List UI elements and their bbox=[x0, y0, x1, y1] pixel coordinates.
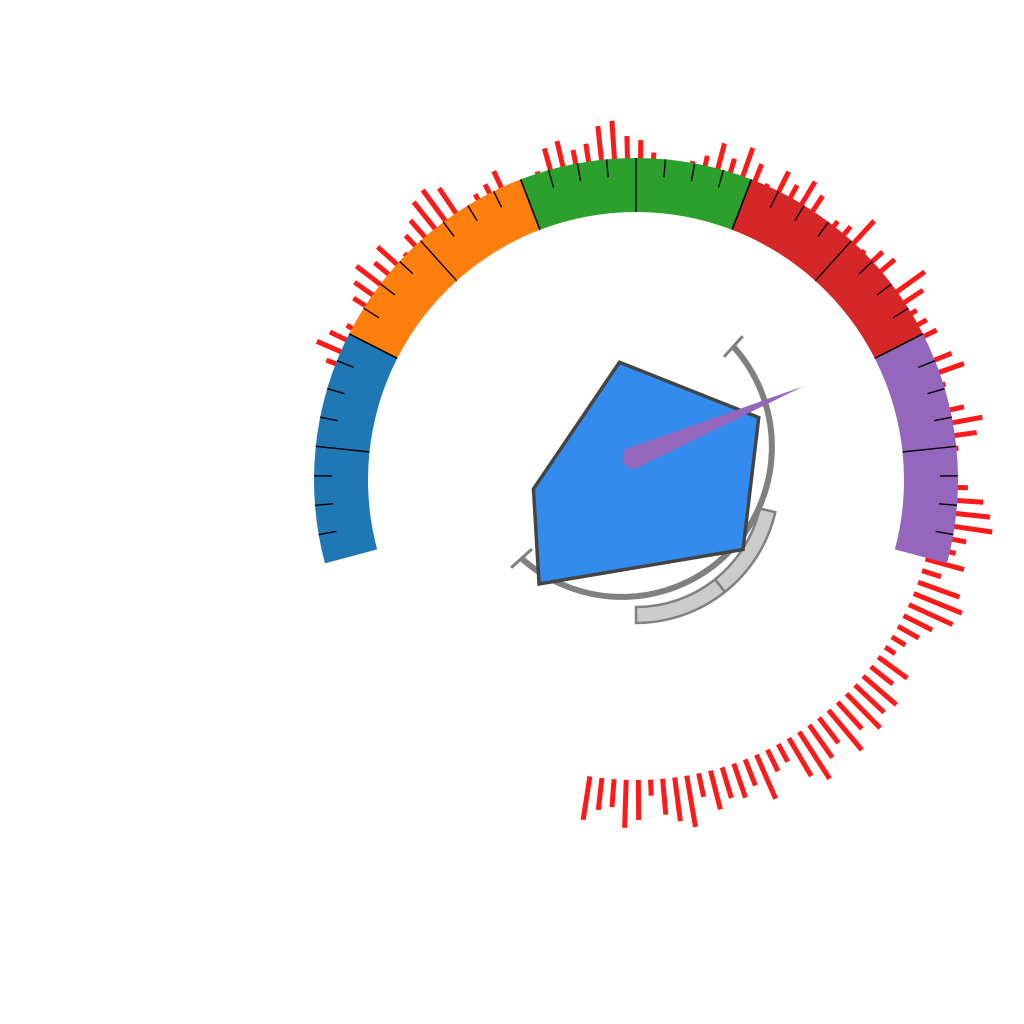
radial-bar bbox=[797, 730, 832, 781]
radial-bar bbox=[776, 742, 790, 763]
minor-tick bbox=[934, 416, 952, 422]
radial-bar bbox=[660, 778, 669, 815]
minor-tick bbox=[892, 307, 909, 319]
gauge-band bbox=[732, 179, 923, 359]
minor-tick bbox=[876, 283, 892, 296]
radial-bar bbox=[765, 748, 781, 773]
minor-tick bbox=[363, 307, 380, 319]
radial-bar bbox=[844, 692, 882, 730]
minor-tick bbox=[318, 530, 337, 536]
radial-bar bbox=[869, 664, 895, 687]
radial-bar bbox=[853, 683, 886, 715]
gauge-needle bbox=[622, 386, 804, 471]
minor-tick bbox=[320, 416, 338, 422]
radial-bar bbox=[883, 644, 897, 656]
gauge-band bbox=[314, 333, 398, 564]
radial-bar bbox=[876, 654, 909, 681]
radial-bar bbox=[742, 758, 758, 787]
radial-bar bbox=[896, 624, 921, 641]
radial-bar bbox=[719, 766, 734, 799]
radial-bar bbox=[696, 772, 707, 798]
major-tick bbox=[814, 240, 852, 282]
gauge-band bbox=[349, 179, 540, 359]
minor-tick bbox=[380, 283, 396, 296]
minor-tick bbox=[663, 159, 667, 178]
minor-tick bbox=[576, 163, 582, 182]
minor-tick bbox=[817, 221, 830, 237]
minor-tick bbox=[939, 503, 958, 506]
inner-arc-cap bbox=[510, 547, 533, 569]
inner-progress-group bbox=[634, 507, 777, 625]
major-tick bbox=[420, 240, 458, 282]
inner-progress-segment bbox=[713, 507, 777, 594]
minor-tick bbox=[336, 360, 354, 369]
minor-tick bbox=[935, 530, 954, 536]
radial-bar bbox=[826, 708, 864, 752]
radial-bar bbox=[921, 568, 942, 580]
minor-tick bbox=[442, 221, 455, 237]
minor-tick bbox=[467, 205, 478, 222]
radial-bar bbox=[902, 613, 934, 633]
radial-bar bbox=[708, 769, 723, 810]
radial-bar bbox=[835, 700, 864, 731]
inner-progress-segment bbox=[634, 577, 727, 625]
radial-bar bbox=[754, 753, 778, 800]
minor-tick bbox=[399, 260, 414, 275]
minor-tick bbox=[547, 169, 555, 188]
minor-tick bbox=[314, 503, 333, 506]
minor-tick bbox=[918, 360, 936, 369]
radial-bar bbox=[672, 777, 683, 822]
inner-arc-cap bbox=[722, 335, 744, 358]
radial-bar bbox=[917, 579, 961, 600]
radial-bar bbox=[912, 591, 963, 616]
major-tick bbox=[902, 445, 957, 453]
radial-bar bbox=[924, 556, 965, 572]
gauge-ticks-group bbox=[314, 158, 958, 536]
radial-bar bbox=[647, 779, 654, 796]
radial-bar bbox=[861, 674, 899, 707]
minor-tick bbox=[690, 163, 696, 182]
minor-tick bbox=[794, 205, 805, 222]
major-tick bbox=[874, 333, 924, 360]
radial-bar bbox=[609, 779, 617, 808]
major-tick bbox=[315, 445, 370, 453]
needle-group bbox=[622, 386, 804, 471]
major-tick bbox=[348, 333, 398, 360]
radial-bar bbox=[817, 716, 841, 745]
radial-bar bbox=[786, 736, 814, 778]
minor-tick bbox=[717, 169, 725, 188]
minor-tick bbox=[492, 190, 503, 208]
polygon-group bbox=[531, 360, 761, 586]
radial-bar bbox=[890, 634, 907, 648]
minor-tick bbox=[927, 387, 945, 395]
radial-bar bbox=[907, 602, 954, 627]
radial-bar bbox=[807, 723, 835, 760]
polygon-shape bbox=[531, 360, 761, 586]
minor-tick bbox=[327, 387, 345, 395]
major-tick bbox=[731, 179, 753, 231]
minor-tick bbox=[769, 190, 780, 208]
minor-tick bbox=[605, 159, 609, 178]
radial-bar bbox=[595, 777, 605, 811]
minor-tick bbox=[858, 260, 873, 275]
radial-bar bbox=[580, 776, 593, 821]
radial-bar bbox=[622, 779, 629, 828]
radial-bar bbox=[684, 775, 698, 828]
major-tick bbox=[519, 179, 541, 231]
radial-bar bbox=[731, 762, 748, 799]
